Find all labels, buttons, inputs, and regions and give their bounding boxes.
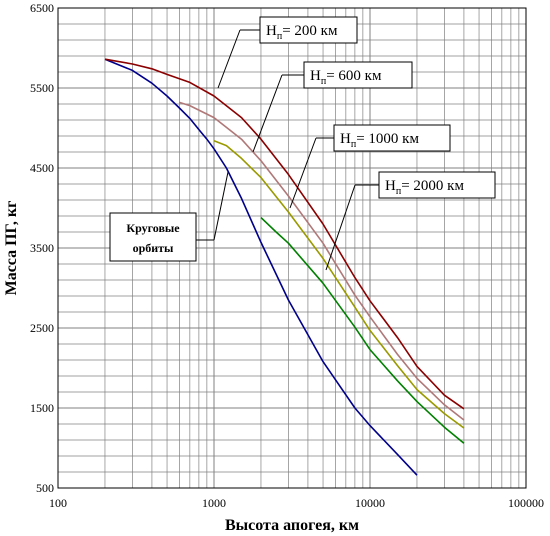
series-line-4 xyxy=(260,217,465,444)
y-tick-label: 3500 xyxy=(30,241,54,255)
svg-text:Hп= 2000 км: Hп= 2000 км xyxy=(385,178,464,197)
x-tick-label: 10000 xyxy=(355,496,385,510)
series-layer xyxy=(104,58,465,476)
leader-circular xyxy=(213,171,229,241)
leader-600 xyxy=(252,74,283,153)
series-line-0 xyxy=(104,58,418,476)
grid xyxy=(58,8,526,488)
leader-200 xyxy=(217,29,241,89)
anno-prefix: H xyxy=(266,23,277,39)
leader-1000 xyxy=(289,137,317,209)
anno-rest: = 2000 км xyxy=(401,178,464,194)
annotation-leaders xyxy=(196,29,381,271)
plot-frame xyxy=(57,7,527,489)
x-axis-title: Высота апогея, км xyxy=(225,517,359,534)
annotation-hp-200: Hп= 200 км xyxy=(259,16,358,44)
anno-rest: = 600 км xyxy=(326,68,382,84)
x-tick-label: 100000 xyxy=(508,496,544,510)
anno-sub: п xyxy=(277,31,283,42)
anno-rest: = 1000 км xyxy=(356,131,419,147)
anno-sub: п xyxy=(396,186,402,197)
svg-text:Hп= 200 км: Hп= 200 км xyxy=(266,23,338,42)
series-line-3 xyxy=(213,140,465,429)
annotation-hp-600: Hп= 600 км xyxy=(303,61,413,89)
y-tick-label: 4500 xyxy=(30,161,54,175)
annotation-hp-1000: Hп= 1000 км xyxy=(333,124,451,152)
ticks: 100 1000 10000 100000 500 1500 2500 3500 4500 550… xyxy=(30,1,544,510)
anno-prefix: H xyxy=(385,178,396,194)
annotation-box xyxy=(333,124,451,152)
y-tick-label: 1500 xyxy=(30,401,54,415)
anno-prefix: H xyxy=(310,68,321,84)
y-tick-label: 6500 xyxy=(30,1,54,15)
leader-2000 xyxy=(325,184,356,271)
series-line-2 xyxy=(179,101,465,421)
annotation-box xyxy=(109,212,197,262)
y-tick-label: 2500 xyxy=(30,321,54,335)
anno-line1: Круговые xyxy=(126,221,180,235)
anno-rest: = 200 км xyxy=(282,23,338,39)
x-tick-label: 100 xyxy=(49,496,67,510)
series-line-1 xyxy=(104,58,465,410)
annotation-box xyxy=(303,61,413,89)
anno-sub: п xyxy=(321,76,327,87)
y-tick-label: 500 xyxy=(36,481,54,495)
y-tick-label: 5500 xyxy=(30,81,54,95)
anno-prefix: H xyxy=(340,131,351,147)
anno-sub: п xyxy=(351,139,357,150)
annotation-circular-orbits: Круговые орбиты xyxy=(109,212,197,262)
svg-text:Hп= 600 км: Hп= 600 км xyxy=(310,68,382,87)
svg-text:Hп= 1000 км: Hп= 1000 км xyxy=(340,131,419,150)
annotation-box xyxy=(259,16,358,44)
anno-line2: орбиты xyxy=(133,241,174,255)
annotation-hp-2000: Hп= 2000 км xyxy=(378,171,496,199)
y-axis-title: Масса ПГ, кг xyxy=(3,201,20,296)
x-tick-label: 1000 xyxy=(202,496,226,510)
annotation-box xyxy=(378,171,496,199)
